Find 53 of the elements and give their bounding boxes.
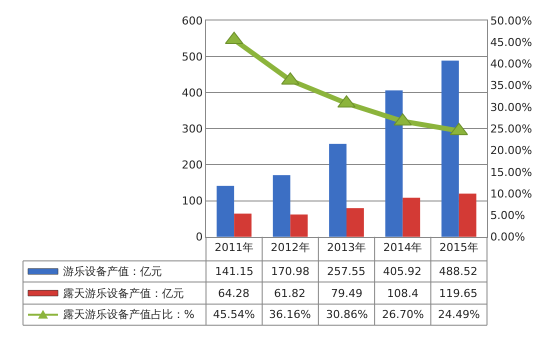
y-tick-label: 400: [182, 86, 203, 100]
x-tick-label: 2013年: [327, 241, 366, 254]
bar: [234, 214, 252, 237]
data-label: 64.28: [218, 287, 250, 300]
y2-tick-label: 40.00%: [490, 58, 532, 71]
data-label: 257.55: [327, 265, 366, 278]
bar: [290, 214, 308, 237]
y-tick-label: 200: [182, 158, 203, 172]
y2-tick-label: 0.00%: [490, 230, 526, 244]
y-tick-label: 600: [182, 14, 203, 28]
y-tick-label: 100: [182, 194, 203, 208]
data-label: 488.52: [439, 265, 478, 278]
data-label: 61.82: [274, 287, 306, 300]
bar: [272, 175, 290, 237]
data-label: 141.15: [215, 265, 254, 278]
data-label: 30.86%: [326, 308, 368, 321]
bar: [441, 60, 459, 237]
bar: [329, 144, 346, 237]
legend-label: 露天游乐设备产值：亿元: [63, 287, 184, 300]
y2-tick-label: 15.00%: [490, 166, 532, 179]
x-tick-label: 2014年: [383, 241, 422, 254]
bar: [346, 208, 364, 237]
y2-tick-label: 25.00%: [490, 122, 532, 136]
data-label: 79.49: [331, 287, 362, 300]
bar: [385, 90, 403, 237]
bar: [402, 198, 420, 237]
data-label: 26.70%: [382, 308, 424, 321]
point: [394, 113, 412, 126]
data-label: 119.65: [439, 287, 478, 300]
point: [281, 72, 300, 85]
y-tick-label: 500: [182, 50, 203, 64]
data-label: 108.4: [387, 287, 418, 300]
y2-tick-label: 45.00%: [490, 36, 532, 49]
data-label: 36.16%: [269, 308, 311, 321]
bar: [458, 194, 476, 237]
y-tick-label: 0: [196, 230, 203, 244]
y2-tick-label: 10.00%: [490, 187, 532, 200]
y2-tick-label: 35.00%: [490, 79, 532, 92]
legend-label: 游乐设备产值：亿元: [63, 265, 162, 278]
x-tick-label: 2015年: [439, 241, 478, 254]
bar: [216, 186, 234, 237]
y2-tick-label: 50.00%: [490, 14, 532, 28]
y2-tick-label: 20.00%: [490, 144, 532, 158]
legend-label: 露天游乐设备产值占比：%: [63, 308, 194, 321]
data-label: 405.92: [383, 265, 422, 278]
data-label: 45.54%: [213, 308, 255, 321]
x-tick-label: 2011年: [214, 241, 254, 254]
x-tick-label: 2012年: [270, 241, 310, 254]
data-label: 24.49%: [438, 308, 480, 321]
y-tick-label: 300: [182, 122, 203, 136]
y2-tick-label: 30.00%: [490, 100, 532, 114]
data-label: 170.98: [271, 265, 310, 278]
y2-tick-label: 5.00%: [490, 209, 526, 222]
